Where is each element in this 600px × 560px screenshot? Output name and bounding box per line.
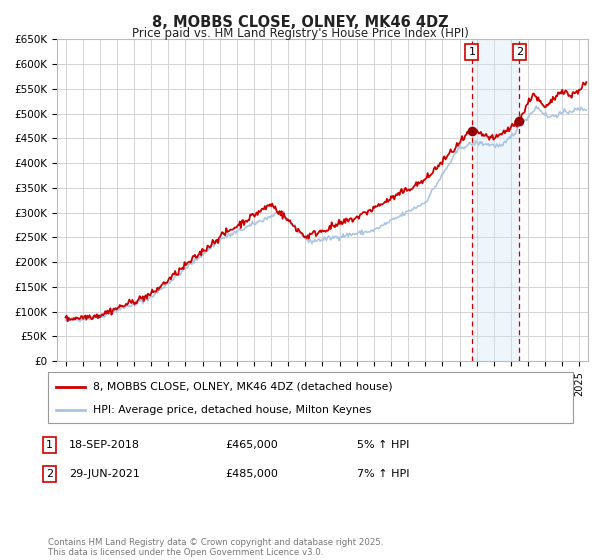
- Text: 18-SEP-2018: 18-SEP-2018: [69, 440, 140, 450]
- Text: 1: 1: [46, 440, 53, 450]
- Text: £485,000: £485,000: [225, 469, 278, 479]
- Text: 5% ↑ HPI: 5% ↑ HPI: [357, 440, 409, 450]
- Text: HPI: Average price, detached house, Milton Keynes: HPI: Average price, detached house, Milt…: [92, 405, 371, 415]
- Text: 2: 2: [516, 47, 523, 57]
- Text: 8, MOBBS CLOSE, OLNEY, MK46 4DZ (detached house): 8, MOBBS CLOSE, OLNEY, MK46 4DZ (detache…: [92, 381, 392, 391]
- Text: 7% ↑ HPI: 7% ↑ HPI: [357, 469, 409, 479]
- Text: 1: 1: [469, 47, 475, 57]
- Text: Price paid vs. HM Land Registry's House Price Index (HPI): Price paid vs. HM Land Registry's House …: [131, 27, 469, 40]
- Text: £465,000: £465,000: [225, 440, 278, 450]
- Text: 8, MOBBS CLOSE, OLNEY, MK46 4DZ: 8, MOBBS CLOSE, OLNEY, MK46 4DZ: [152, 15, 448, 30]
- Bar: [472, 39, 520, 361]
- Text: 2: 2: [46, 469, 53, 479]
- Text: 29-JUN-2021: 29-JUN-2021: [69, 469, 140, 479]
- Text: Contains HM Land Registry data © Crown copyright and database right 2025.
This d: Contains HM Land Registry data © Crown c…: [48, 538, 383, 557]
